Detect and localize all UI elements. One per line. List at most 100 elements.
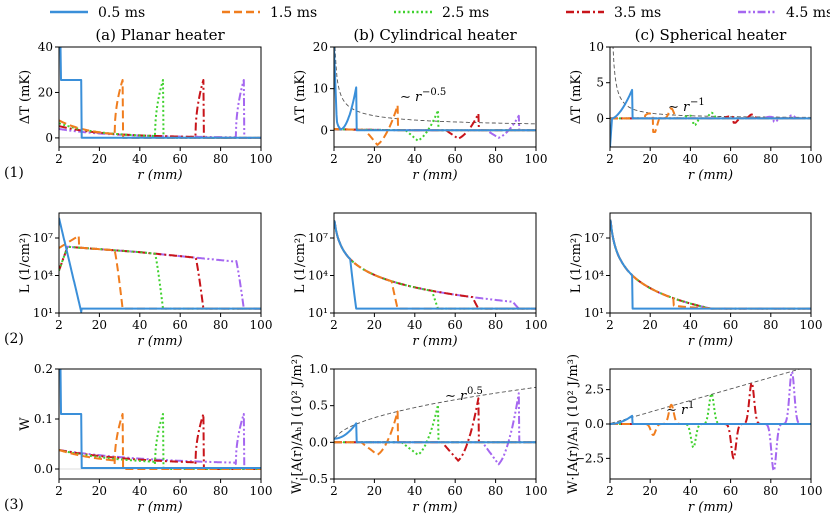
x-tick-label: 40 (683, 484, 698, 498)
series-line (59, 79, 261, 139)
y-tick-label: 0.0 (34, 462, 53, 476)
annotation-text: ∼ r (666, 403, 688, 418)
y-axis-label: L (1/cm²) (18, 233, 33, 293)
series-line (59, 245, 261, 310)
annotation-text: ∼ r (668, 100, 690, 115)
axes-frame (58, 368, 262, 480)
power-law-annotation: ∼ r 0.5 (445, 386, 483, 404)
x-tick-label: 100 (250, 152, 273, 166)
panel-p11: (a) Planar heater 2 20 40 60 80 100 0 20 40 r (mm)… (18, 26, 272, 183)
series-line (59, 47, 261, 139)
panel-p12: (b) Cylindrical heater 2 20 40 60 80 100 0 10 20 r… (293, 26, 547, 183)
y-axis-label: ΔT (mK) (18, 70, 33, 124)
series-line (610, 414, 811, 425)
series-line (334, 410, 536, 456)
x-tick-label: 80 (763, 484, 778, 498)
x-tick-label: 60 (448, 318, 463, 332)
x-tick-label: 60 (173, 152, 188, 166)
x-tick-label: 60 (173, 318, 188, 332)
y-tick-label: 10⁷ (584, 231, 604, 245)
x-tick-label: 40 (407, 318, 422, 332)
y-tick-label: 10⁴ (33, 269, 53, 283)
series-line (334, 392, 536, 466)
panels: (a) Planar heater 2 20 40 60 80 100 0 20 40 r (mm)… (18, 26, 822, 515)
x-tick-label: 20 (643, 152, 658, 166)
x-tick-label: 80 (763, 318, 778, 332)
x-tick-label: 20 (367, 318, 382, 332)
y-tick-label: 10⁷ (308, 231, 328, 245)
x-tick-label: 2 (55, 484, 63, 498)
y-tick-label: −2.5 (575, 451, 604, 465)
series-line (59, 234, 261, 310)
y-tick-label: 10 (313, 82, 328, 96)
legend-entry: 3.5 ms (566, 5, 661, 21)
panel-p13: (c) Spherical heater 2 20 40 60 80 100 0 5 10 r (m… (569, 26, 822, 183)
series-line (610, 219, 811, 310)
y-tick-label: 5 (596, 76, 604, 90)
x-tick-label: 2 (330, 152, 338, 166)
x-tick-label: 80 (488, 318, 503, 332)
y-tick-label: 1.0 (309, 362, 328, 376)
y-tick-label: 0.5 (309, 399, 328, 413)
y-tick-label: 10⁴ (584, 269, 604, 283)
y-tick-label: −0.5 (299, 472, 328, 486)
row-label-1: (1) (4, 165, 24, 181)
series-line (334, 47, 536, 132)
y-tick-label: 2.5 (585, 383, 604, 397)
y-tick-label: 10⁴ (308, 269, 328, 283)
y-tick-label: 10¹ (33, 306, 53, 320)
series-line (610, 370, 811, 472)
axes-frame (333, 368, 537, 480)
annotation-exponent: 1 (688, 400, 694, 411)
panel-p31: 2 20 40 60 80 100 0.0 0.1 0.2 r (mm) W (18, 362, 272, 515)
x-tick-label: 20 (367, 484, 382, 498)
x-tick-label: 40 (132, 318, 147, 332)
y-axis-label: ΔT (mK) (569, 70, 584, 124)
panel-p23: 2 20 40 60 80 100 10¹ 10⁴ 10⁷ r (mm) L (1/cm²) (569, 212, 823, 349)
y-tick-label: 0 (45, 131, 53, 145)
y-tick-label: 20 (38, 85, 53, 99)
annotation-text: ∼ r (400, 90, 422, 105)
legend-label: 0.5 ms (98, 5, 145, 21)
series-line (334, 104, 536, 146)
envelope-curve (334, 386, 536, 439)
y-tick-label: 10⁷ (33, 231, 53, 245)
x-tick-label: 40 (132, 152, 147, 166)
panel-p33: 2 20 40 60 80 100 −2.5 0.0 2.5 r (mm) W·[A(r)/Aₕ] … (566, 354, 822, 515)
legend-entry: 1.5 ms (222, 5, 317, 21)
series-line (610, 219, 811, 310)
series-line (610, 88, 811, 147)
x-tick-label: 2 (606, 318, 614, 332)
series-line (59, 217, 261, 313)
y-tick-label: 0.0 (585, 417, 604, 431)
series-line (610, 392, 811, 449)
axes-frame (58, 46, 262, 148)
legend-label: 1.5 ms (270, 5, 317, 21)
annotation-exponent: 0.5 (467, 386, 483, 397)
x-tick-label: 2 (330, 484, 338, 498)
x-axis-label: r (mm) (688, 500, 733, 515)
x-tick-label: 80 (488, 152, 503, 166)
x-tick-label: 100 (800, 318, 823, 332)
series-line (610, 219, 811, 310)
panel-title: (a) Planar heater (95, 26, 225, 44)
y-axis-label: W·[A(r)/Aₕ] (10² J/m³) (566, 354, 581, 494)
envelope-curve (611, 47, 811, 118)
y-tick-label: 40 (38, 40, 53, 54)
x-tick-label: 100 (800, 484, 823, 498)
y-tick-label: 20 (313, 40, 328, 54)
y-tick-label: 0.2 (34, 362, 53, 376)
x-tick-label: 20 (643, 484, 658, 498)
x-tick-label: 20 (92, 318, 107, 332)
x-tick-label: 80 (488, 484, 503, 498)
x-tick-label: 60 (723, 318, 738, 332)
x-axis-label: r (mm) (412, 500, 457, 515)
x-tick-label: 40 (132, 484, 147, 498)
series-line (334, 422, 536, 444)
x-axis-label: r (mm) (412, 334, 457, 349)
x-tick-label: 20 (643, 318, 658, 332)
panel-p21: 2 20 40 60 80 100 10¹ 10⁴ 10⁷ r (mm) L (1/cm²) (18, 212, 272, 349)
legend-label: 2.5 ms (442, 5, 489, 21)
legend: 0.5 ms 1.5 ms 2.5 ms 3.5 ms 4.5 ms (50, 5, 830, 21)
